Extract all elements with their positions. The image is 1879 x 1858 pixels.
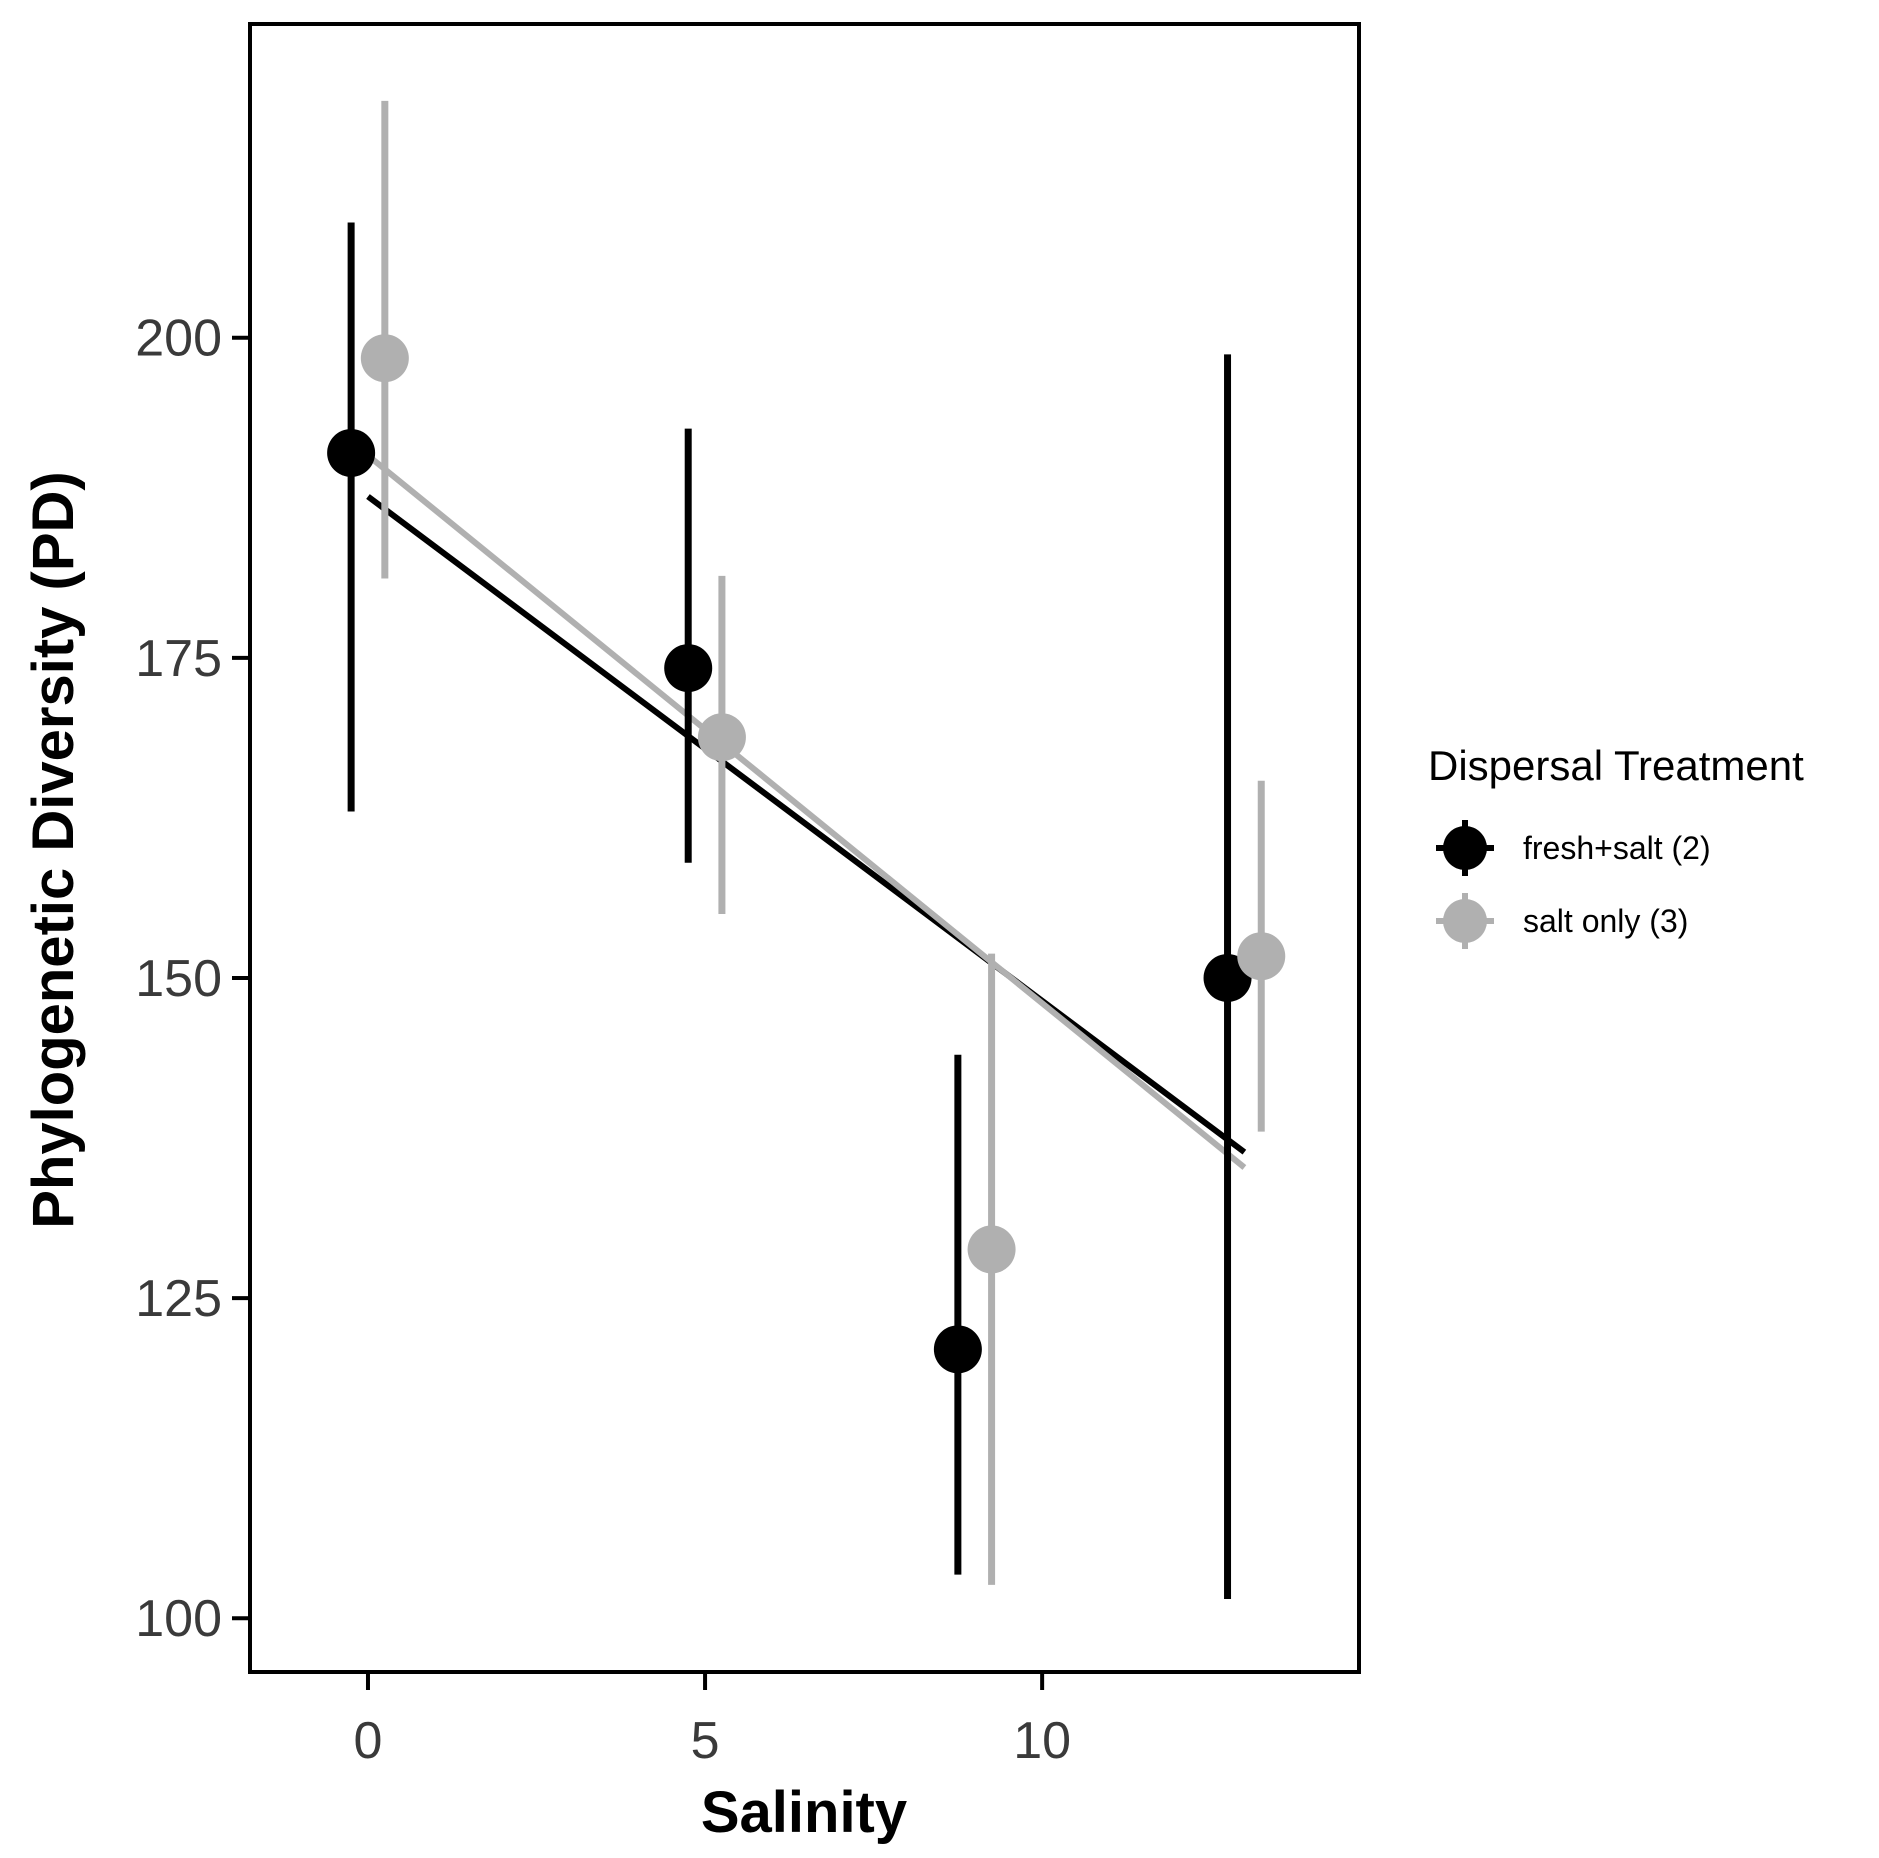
fit-lines <box>366 453 1247 1170</box>
point-salt-only-3-1 <box>697 713 746 762</box>
point-fresh-salt-2-1 <box>664 644 713 693</box>
y-axis: 100 125 150 175 200 <box>135 310 250 1648</box>
legend-key-dot-fresh-salt <box>1443 826 1487 870</box>
fit-line-fresh-salt-2 <box>366 494 1247 1155</box>
legend-item-salt-only: salt only (3) <box>1436 893 1688 949</box>
legend-label-fresh-salt: fresh+salt (2) <box>1523 830 1711 866</box>
x-tick-label-5: 5 <box>691 1712 720 1770</box>
legend-key-dot-salt-only <box>1443 899 1487 943</box>
legend: Dispersal Treatment fresh+salt (2) salt … <box>1428 742 1804 949</box>
x-tick-label-10: 10 <box>1013 1712 1071 1770</box>
y-tick-label-100: 100 <box>135 1590 222 1648</box>
point-fresh-salt-2-2 <box>933 1325 982 1374</box>
y-tick-label-125: 125 <box>135 1270 222 1328</box>
x-axis-title: Salinity <box>701 1780 907 1845</box>
x-axis: 0 5 10 <box>354 1672 1071 1770</box>
point-salt-only-3-3 <box>1237 932 1286 981</box>
point-salt-only-3-0 <box>360 334 409 383</box>
fit-line-salt-only-3 <box>366 453 1247 1170</box>
y-tick-label-200: 200 <box>135 310 222 368</box>
data-points <box>327 334 1286 1374</box>
y-tick-label-175: 175 <box>135 630 222 688</box>
legend-label-salt-only: salt only (3) <box>1523 903 1688 939</box>
x-tick-label-0: 0 <box>354 1712 383 1770</box>
y-tick-label-150: 150 <box>135 950 222 1008</box>
y-axis-title: Phylogenetic Diversity (PD) <box>21 471 86 1228</box>
plot-panel <box>248 22 1361 1674</box>
legend-title: Dispersal Treatment <box>1428 742 1804 789</box>
point-fresh-salt-2-0 <box>327 428 376 477</box>
point-salt-only-3-2 <box>967 1225 1016 1274</box>
legend-item-fresh-salt: fresh+salt (2) <box>1436 820 1711 876</box>
